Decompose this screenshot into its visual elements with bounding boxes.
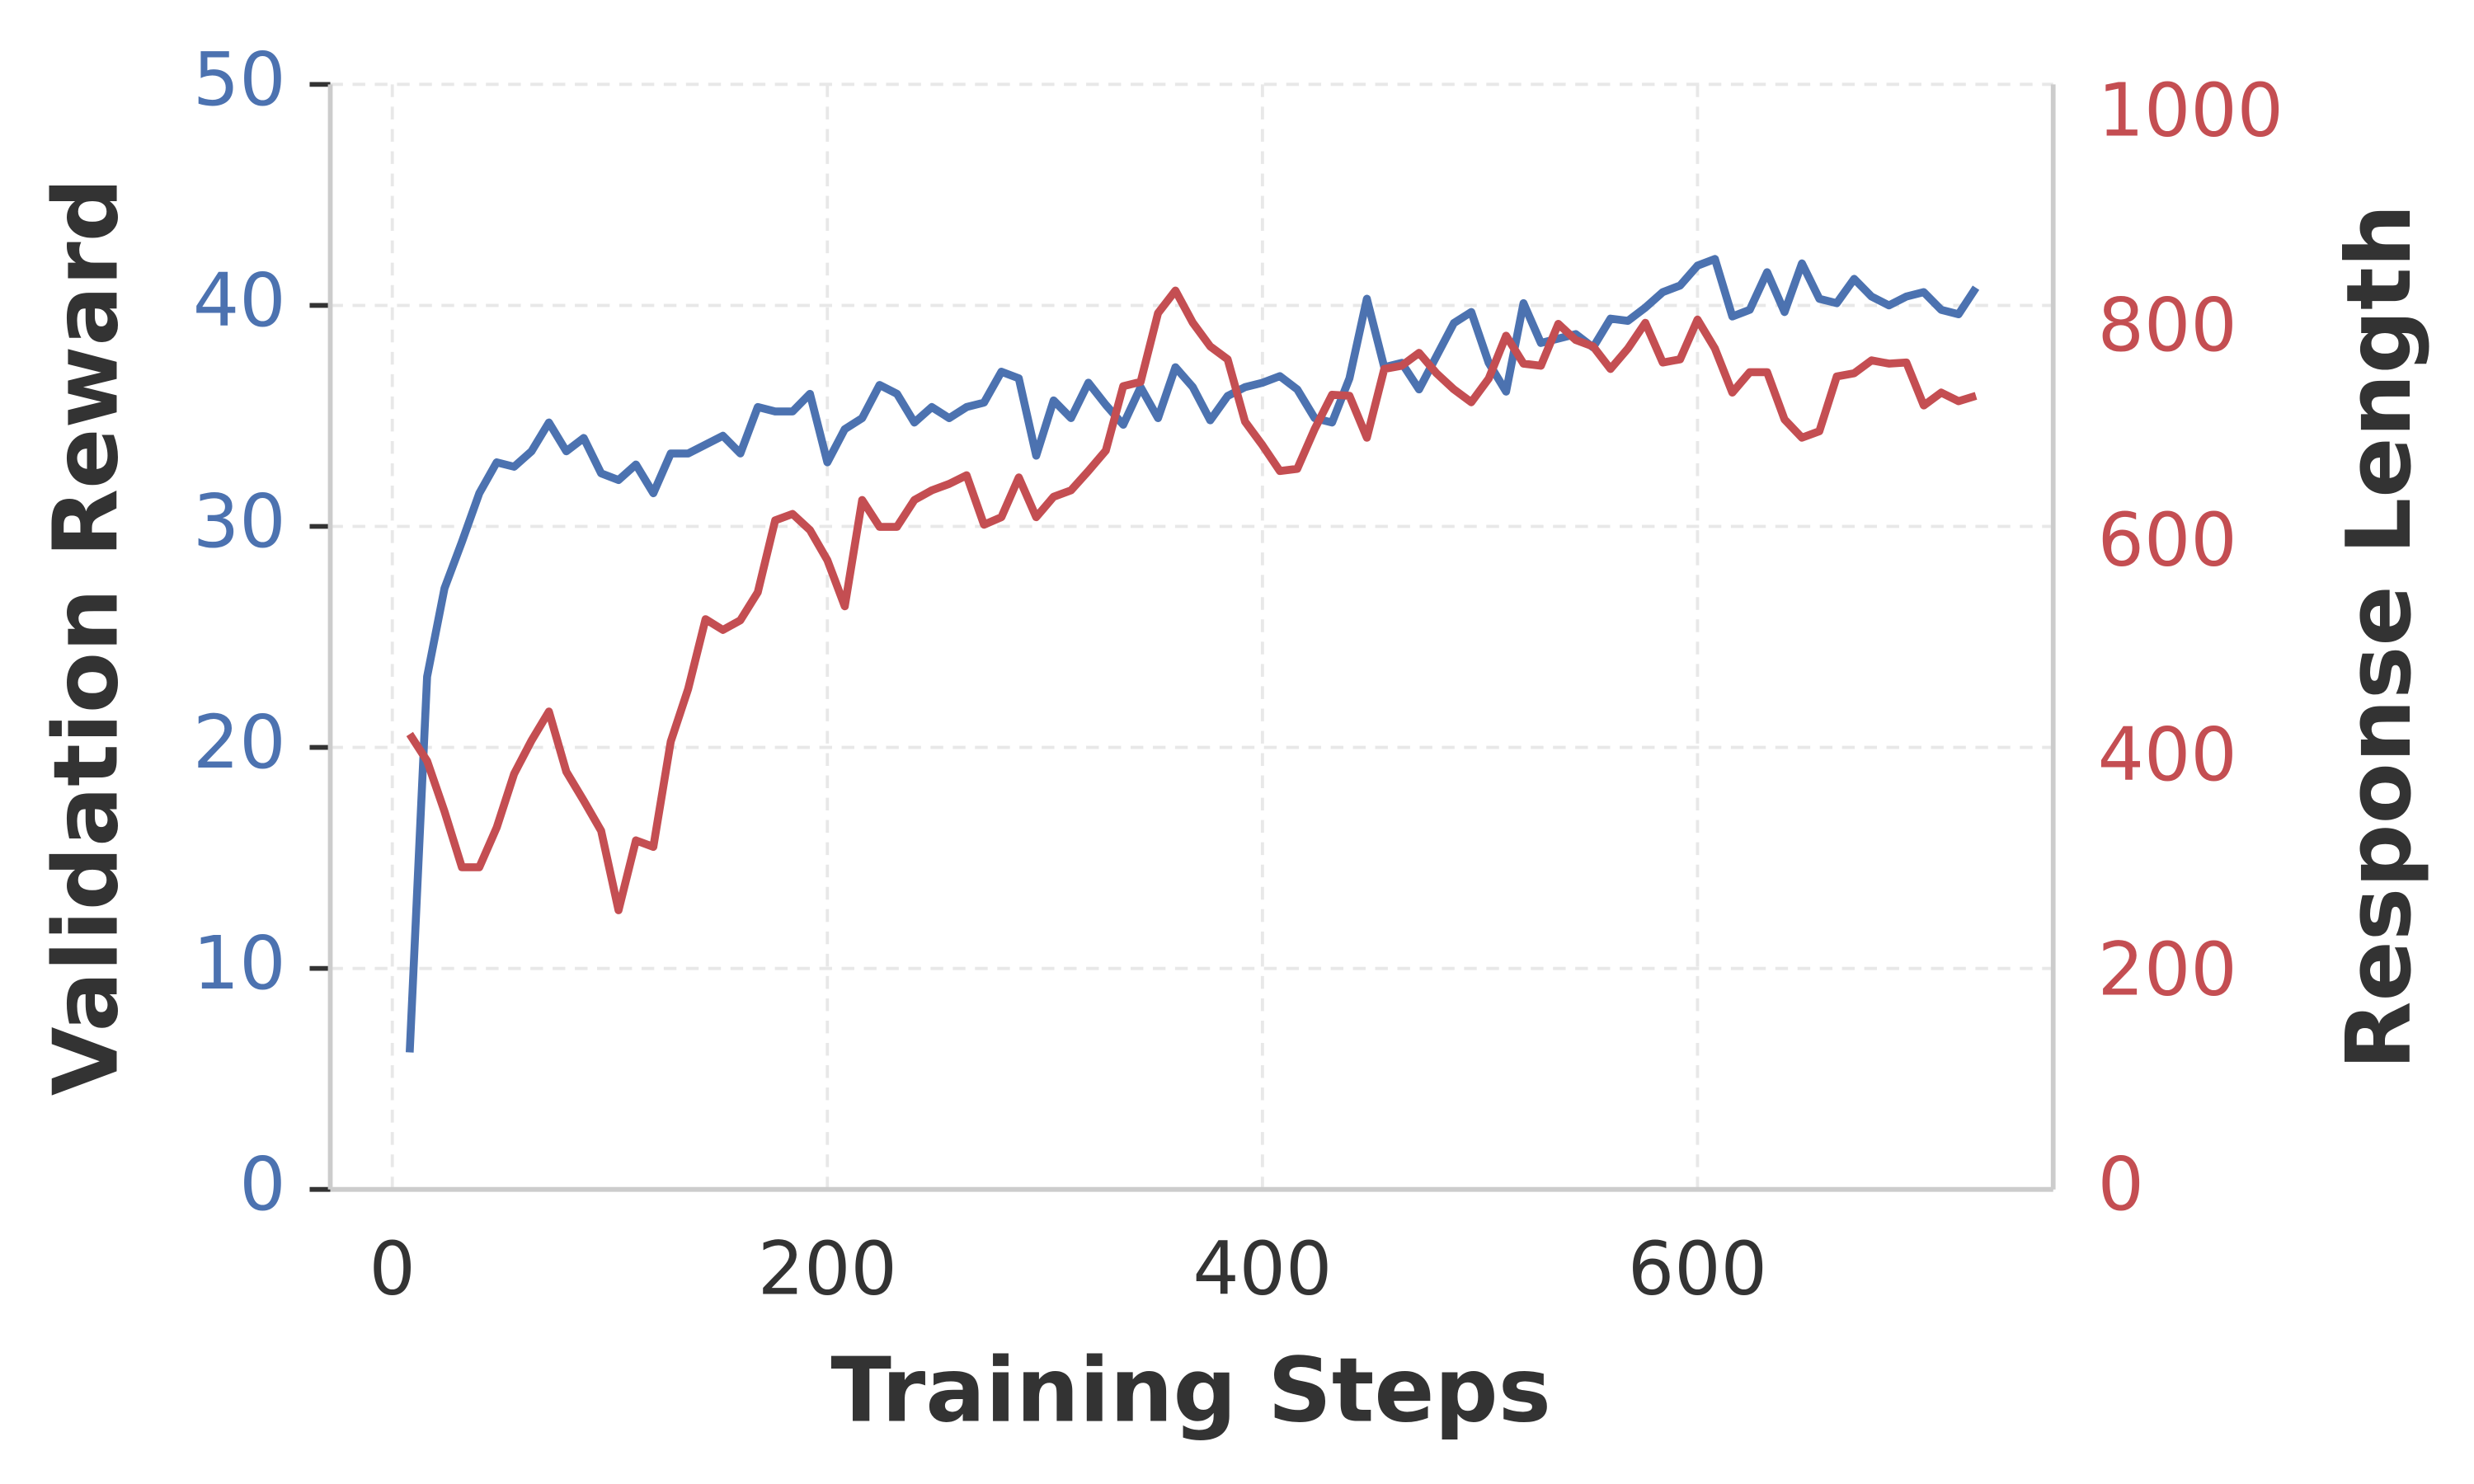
data-line bbox=[405, 255, 1980, 1053]
y-tick-label: 40 bbox=[193, 258, 286, 343]
x-tick-label: 200 bbox=[758, 1226, 897, 1311]
y2-tick-label: 0 bbox=[2098, 1142, 2144, 1227]
y-tick-label: 50 bbox=[193, 37, 286, 122]
data-line bbox=[406, 286, 1978, 914]
y2-tick-label: 400 bbox=[2098, 712, 2237, 797]
y-axis-title: Validation Reward bbox=[35, 178, 139, 1096]
y-tick-label: 20 bbox=[193, 700, 286, 785]
y2-tick-label: 200 bbox=[2098, 928, 2237, 1012]
y2-tick-label: 600 bbox=[2098, 497, 2237, 582]
x-tick-label: 400 bbox=[1192, 1226, 1332, 1311]
y2-tick-label: 800 bbox=[2098, 283, 2237, 368]
x-tick-label: 0 bbox=[369, 1226, 416, 1311]
x-axis-title: Training Steps bbox=[830, 1339, 1550, 1442]
y2-tick-label: 1000 bbox=[2098, 68, 2284, 153]
x-tick-label: 600 bbox=[1628, 1226, 1767, 1311]
y2-axis-title: Response Length bbox=[2328, 204, 2431, 1069]
y-tick-label: 30 bbox=[193, 479, 286, 564]
y-tick-label: 10 bbox=[193, 921, 286, 1006]
y-tick-label: 0 bbox=[239, 1142, 285, 1227]
